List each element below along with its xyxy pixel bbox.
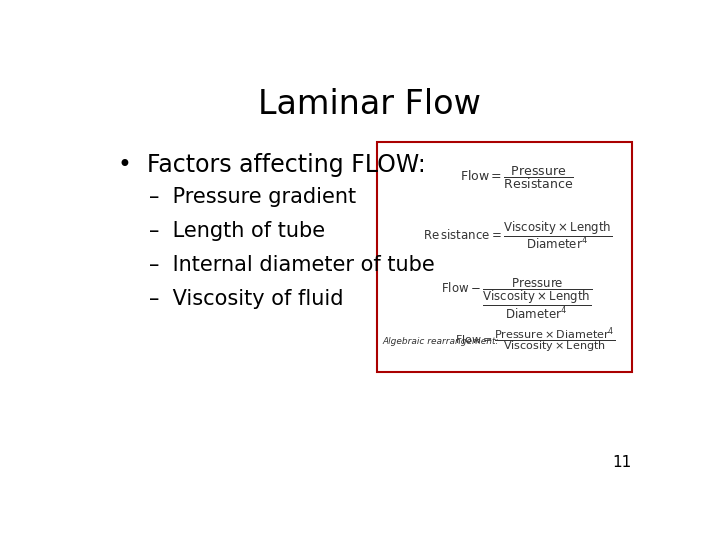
Text: –  Viscosity of fluid: – Viscosity of fluid: [148, 289, 343, 309]
Text: –  Pressure gradient: – Pressure gradient: [148, 187, 356, 207]
Text: $\mathrm{Re\,sistance} = \dfrac{\mathrm{Viscosity \times Length}}{\mathrm{Diamet: $\mathrm{Re\,sistance} = \dfrac{\mathrm{…: [423, 219, 612, 251]
Text: –  Length of tube: – Length of tube: [148, 221, 325, 241]
Text: –  Internal diameter of tube: – Internal diameter of tube: [148, 255, 434, 275]
Text: Algebraic rearrangement:: Algebraic rearrangement:: [382, 337, 499, 346]
Text: $\mathrm{Flow} - \dfrac{\mathrm{Pressure}}{\dfrac{\mathrm{Viscosity \times Lengt: $\mathrm{Flow} - \dfrac{\mathrm{Pressure…: [441, 277, 593, 321]
Text: •  Factors affecting FLOW:: • Factors affecting FLOW:: [118, 153, 426, 177]
Text: $\mathrm{Flow} = \dfrac{\mathrm{Pressure \times Diameter}^{4}}{\mathrm{Viscosity: $\mathrm{Flow} = \dfrac{\mathrm{Pressure…: [455, 326, 616, 356]
FancyBboxPatch shape: [377, 141, 632, 373]
Text: 11: 11: [612, 455, 631, 470]
Text: Laminar Flow: Laminar Flow: [258, 87, 480, 120]
Text: $\mathrm{Flow} = \dfrac{\mathrm{Pressure}}{\mathrm{Resistance}}$: $\mathrm{Flow} = \dfrac{\mathrm{Pressure…: [461, 165, 575, 192]
